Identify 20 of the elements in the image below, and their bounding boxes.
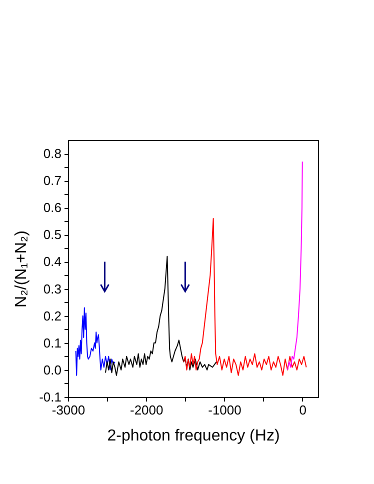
y-tick-label: 0.4 <box>43 254 62 270</box>
x-tick-label: -3000 <box>52 402 86 418</box>
line-series <box>287 161 303 370</box>
y-axis-title: N₂/(N₁+N₂) <box>13 230 30 308</box>
y-tick-label: 0.3 <box>43 281 62 296</box>
x-tick-label: -2000 <box>130 402 164 418</box>
y-tick-label: 0.2 <box>43 308 62 324</box>
y-tick-label: 0.7 <box>43 173 62 188</box>
y-tick-label: 0.8 <box>43 146 62 162</box>
y-tick-label: 0.1 <box>43 335 62 350</box>
y-tick-label: 0.6 <box>43 200 62 216</box>
line-series <box>75 307 116 376</box>
x-tick-label: -1000 <box>208 402 242 418</box>
line-series <box>105 256 217 376</box>
line-series <box>183 218 307 376</box>
y-tick-label: -0.1 <box>39 390 62 404</box>
x-axis-title: 2-photon frequency (Hz) <box>107 428 280 444</box>
y-tick-label: 0.5 <box>43 227 62 242</box>
x-tick-label: 0 <box>299 402 306 418</box>
y-tick-label: 0.0 <box>43 362 62 378</box>
